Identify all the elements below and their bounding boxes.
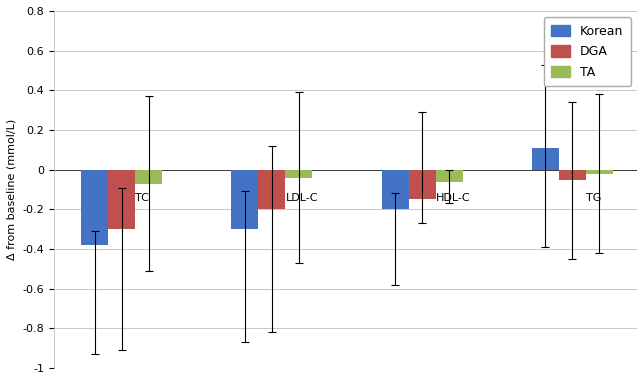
Bar xyxy=(586,170,613,174)
Bar xyxy=(532,148,559,170)
Bar xyxy=(559,170,586,179)
Text: TC: TC xyxy=(135,194,149,203)
Y-axis label: Δ from baseline (mmol/L): Δ from baseline (mmol/L) xyxy=(7,119,17,260)
Bar xyxy=(231,170,258,229)
Text: HDL-C: HDL-C xyxy=(436,194,470,203)
Bar xyxy=(409,170,436,199)
Bar xyxy=(135,170,162,184)
Bar xyxy=(258,170,285,209)
Bar xyxy=(382,170,409,209)
Bar xyxy=(81,170,108,245)
Bar xyxy=(108,170,135,229)
Text: TG: TG xyxy=(586,194,601,203)
Text: LDL-C: LDL-C xyxy=(285,194,318,203)
Bar xyxy=(436,170,463,182)
Legend: Korean, DGA, TA: Korean, DGA, TA xyxy=(544,17,631,86)
Bar xyxy=(285,170,312,178)
